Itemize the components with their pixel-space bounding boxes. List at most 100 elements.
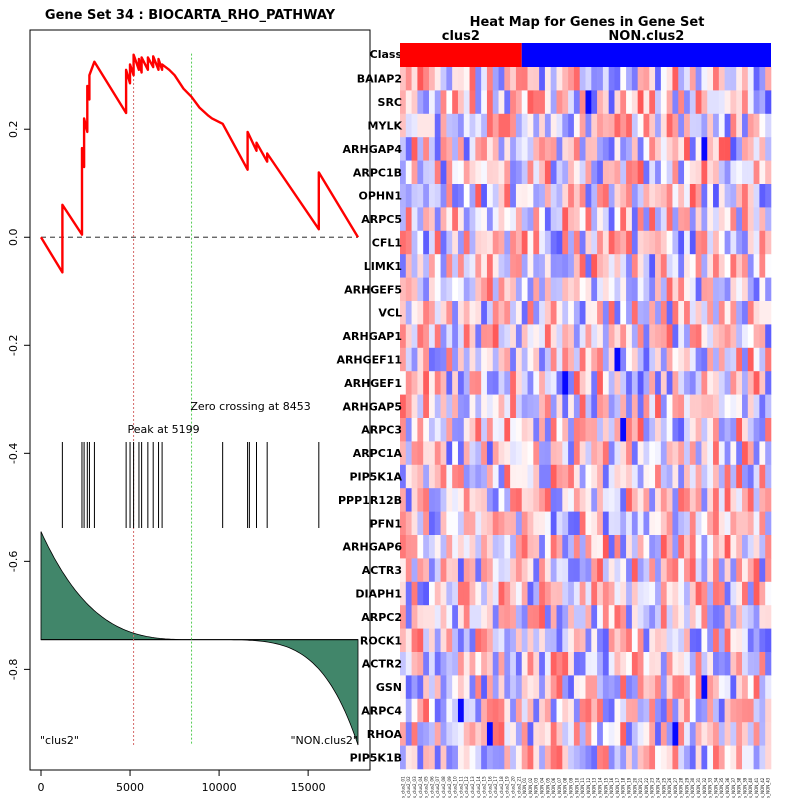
heat-cell (492, 511, 499, 536)
heat-cell (759, 394, 766, 419)
heat-cell (759, 675, 766, 700)
heat-cell (498, 745, 505, 770)
heat-cell (730, 371, 737, 395)
heat-cell (672, 418, 679, 442)
heat-cell (539, 160, 546, 185)
heat-cell (747, 464, 754, 489)
heat-cell (695, 301, 702, 325)
heat-cell (672, 184, 679, 208)
heat-cell (713, 371, 720, 395)
heat-cell (724, 441, 731, 466)
heat-cell (539, 441, 546, 466)
heat-cell (533, 230, 540, 255)
heat-cell (405, 301, 412, 325)
heat-cell (475, 441, 482, 466)
heat-cell (573, 698, 581, 723)
heat-cell (678, 90, 685, 115)
heat-cell (457, 675, 465, 700)
heat-cell (730, 581, 737, 606)
heat-cell (469, 605, 476, 629)
heat-cell (724, 628, 731, 653)
heat-cell (573, 441, 581, 466)
heat-cell (579, 301, 586, 325)
heat-cell (672, 207, 679, 232)
heat-cell (718, 511, 725, 536)
heat-cell (544, 558, 552, 583)
heat-cell (765, 90, 772, 115)
heat-cell (417, 605, 424, 629)
heat-cell (753, 160, 760, 185)
heat-cell (527, 230, 534, 255)
heat-cell (562, 558, 569, 583)
heat-cell (649, 488, 656, 512)
heat-cell (759, 230, 766, 255)
heat-cell (666, 184, 673, 208)
heat-cell (550, 745, 557, 770)
heat-cell (434, 90, 441, 115)
heat-cell (637, 207, 644, 232)
heat-cell (481, 277, 488, 302)
heat-cell (736, 137, 743, 161)
heat-cell (515, 301, 523, 325)
heat-cell (713, 90, 720, 115)
heat-cell (666, 581, 673, 606)
heat-cell (713, 605, 720, 629)
heat-cell (759, 137, 766, 161)
heat-cell (544, 230, 552, 255)
heat-cell (556, 324, 563, 349)
sample-label: s_NON_41 (754, 777, 759, 798)
heat-cell (701, 160, 708, 185)
heat-cell (637, 652, 644, 676)
heat-cell (684, 67, 691, 91)
y-tick-label-4: -0.6 (7, 551, 20, 572)
heat-cell (765, 230, 772, 255)
heat-cell (463, 745, 470, 770)
heat-cell (666, 511, 673, 536)
heat-cell (400, 324, 407, 349)
heat-cell (573, 90, 581, 115)
heat-cell (585, 137, 592, 161)
heat-cell (585, 464, 592, 489)
heat-cell (440, 441, 447, 466)
heat-cell (405, 347, 412, 372)
heat-cell (597, 441, 604, 466)
heat-cell (434, 207, 441, 232)
heat-cell (597, 160, 604, 185)
heat-cell (463, 558, 470, 583)
heat-cell (626, 113, 633, 138)
heat-cell (689, 418, 696, 442)
heat-cell (573, 67, 581, 91)
heat-cell (463, 347, 470, 372)
heat-cell (626, 207, 633, 232)
heat-cell (556, 722, 563, 746)
heat-cell (434, 137, 441, 161)
heat-cell (701, 628, 708, 653)
heat-cell (463, 418, 470, 442)
heat-cell (689, 722, 696, 746)
heat-cell (672, 698, 679, 723)
sample-label: s_NON_12 (586, 777, 591, 798)
heat-cell (556, 675, 563, 700)
heat-cell (637, 277, 644, 302)
heat-cell (562, 113, 569, 138)
heat-cell (539, 698, 546, 723)
heat-cell (469, 230, 476, 255)
heat-cell (730, 418, 737, 442)
heat-cell (417, 418, 424, 442)
heat-cell (713, 254, 720, 278)
heat-cell (457, 113, 465, 138)
heat-cell (591, 722, 598, 746)
heat-cell (405, 324, 412, 349)
heat-cell (730, 535, 737, 559)
heat-cell (591, 745, 598, 770)
heat-cell (573, 652, 581, 676)
heat-cell (521, 371, 528, 395)
heat-cell (637, 394, 644, 419)
heat-cell (411, 581, 418, 606)
heat-cell (765, 464, 772, 489)
heat-cell (527, 277, 534, 302)
heat-cell (765, 277, 772, 302)
heat-cell (533, 605, 540, 629)
heat-cell (446, 113, 453, 138)
heat-cell (591, 277, 598, 302)
